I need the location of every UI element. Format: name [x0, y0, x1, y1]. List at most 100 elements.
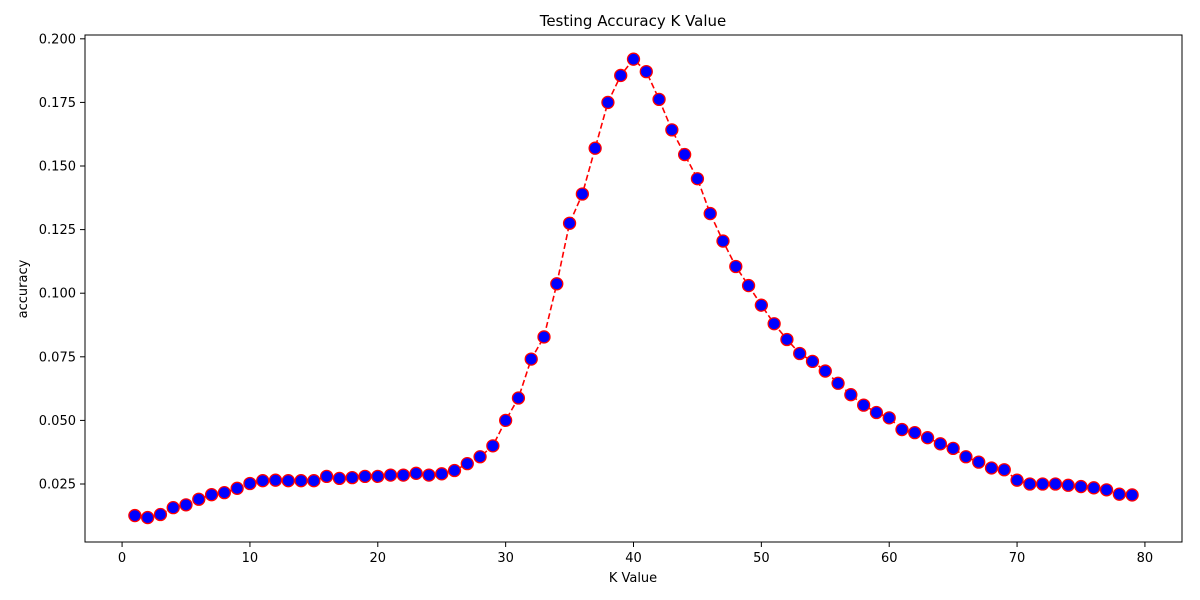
- data-point: [805, 354, 820, 369]
- data-point: [767, 317, 781, 331]
- data-point: [639, 64, 653, 79]
- plot-frame: [84, 34, 1183, 543]
- data-point: [908, 425, 922, 440]
- data-point: [972, 455, 986, 469]
- data-point: [703, 206, 717, 221]
- data-point: [217, 485, 232, 500]
- data-point: [933, 437, 948, 451]
- y-tick-label: 0.150: [39, 160, 76, 175]
- data-point: [882, 411, 896, 425]
- data-point: [652, 92, 666, 107]
- data-point: [920, 431, 935, 445]
- data-point: [1074, 479, 1088, 494]
- data-point: [153, 507, 168, 522]
- data-point: [281, 474, 295, 488]
- data-point: [780, 332, 794, 347]
- data-point: [524, 352, 538, 366]
- data-point: [140, 510, 155, 525]
- data-point: [997, 463, 1011, 477]
- data-point: [435, 467, 449, 481]
- data-point: [844, 388, 858, 402]
- data-point: [537, 330, 551, 344]
- data-point: [332, 471, 347, 486]
- y-tick-label: 0.175: [39, 96, 76, 111]
- y-axis: 0.025 0.050 0.075 0.100 0.125 0.150 0.175 0.200: [39, 32, 85, 492]
- y-tick-label: 0.200: [39, 32, 76, 47]
- chart-title: Testing Accuracy K Value: [539, 12, 727, 30]
- data-point: [754, 298, 769, 312]
- data-point: [486, 439, 500, 453]
- data-point: [460, 456, 474, 471]
- data-point: [371, 469, 385, 484]
- data-point: [307, 474, 321, 488]
- data-point: [690, 172, 705, 186]
- data-point: [665, 123, 679, 137]
- data-point: [243, 476, 257, 491]
- data-point: [319, 469, 334, 484]
- x-tick-label: 20: [370, 551, 387, 566]
- data-point: [575, 187, 590, 201]
- data-point: [179, 498, 193, 512]
- data-point: [869, 405, 884, 420]
- data-point: [473, 450, 487, 464]
- data-point: [268, 473, 283, 487]
- data-point: [447, 463, 462, 478]
- data-point: [984, 461, 999, 475]
- x-tick-label: 10: [242, 551, 259, 566]
- data-point: [741, 278, 756, 293]
- data-point: [1087, 481, 1101, 495]
- data-point: [1061, 478, 1075, 492]
- data-point: [1112, 487, 1127, 501]
- data-point: [498, 413, 513, 428]
- data-point: [550, 277, 564, 291]
- y-tick-label: 0.025: [39, 477, 76, 492]
- data-point: [946, 441, 960, 456]
- data-point: [192, 492, 206, 506]
- data-point: [422, 468, 436, 482]
- data-point: [128, 508, 142, 523]
- data-point: [1035, 477, 1050, 491]
- data-point: [1125, 488, 1139, 502]
- y-tick-label: 0.075: [39, 350, 76, 365]
- data-point: [562, 216, 577, 230]
- data-point: [358, 469, 372, 484]
- data-point: [677, 147, 692, 162]
- data-point: [294, 474, 308, 488]
- y-tick-label: 0.125: [39, 223, 76, 238]
- data-point: [856, 398, 871, 412]
- data-point: [230, 481, 244, 495]
- x-tick-label: 70: [1009, 551, 1026, 566]
- x-axis: 0 10 20 30 40 50 60 70 80: [118, 542, 1153, 566]
- y-tick-label: 0.050: [39, 414, 76, 429]
- data-point: [1023, 477, 1037, 491]
- data-point: [614, 68, 628, 83]
- x-tick-label: 60: [881, 551, 898, 566]
- x-tick-label: 50: [753, 551, 770, 566]
- data-point: [716, 234, 730, 248]
- data-point: [1099, 483, 1114, 497]
- data-point: [166, 501, 180, 515]
- data-point: [345, 470, 359, 485]
- data-point: [895, 422, 909, 437]
- y-axis-title: accuracy: [16, 259, 31, 318]
- x-tick-label: 80: [1137, 551, 1154, 566]
- data-point: [511, 391, 526, 405]
- data-point: [396, 468, 411, 482]
- data-point: [793, 346, 807, 361]
- data-point: [729, 259, 743, 274]
- data-point: [959, 450, 973, 464]
- data-point: [818, 364, 832, 378]
- x-tick-label: 30: [497, 551, 514, 566]
- data-point: [409, 466, 423, 480]
- data-point: [1010, 473, 1024, 487]
- data-point: [204, 488, 219, 502]
- x-axis-title: K Value: [609, 571, 657, 586]
- data-point: [601, 95, 615, 110]
- data-point: [588, 141, 602, 155]
- data-point: [256, 474, 270, 488]
- data-point: [831, 376, 845, 390]
- plot-area: [84, 34, 1183, 543]
- x-tick-label: 40: [625, 551, 642, 566]
